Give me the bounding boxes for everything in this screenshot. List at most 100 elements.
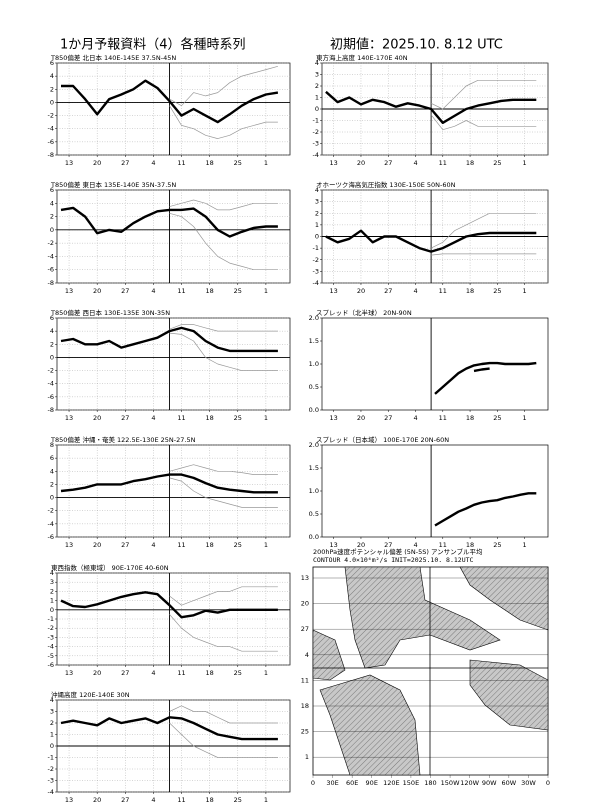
x-tick-label: 13 xyxy=(65,669,73,677)
map-y-label: 1 xyxy=(305,753,309,761)
x-tick-label: 18 xyxy=(206,541,214,549)
x-tick-label: 25 xyxy=(493,541,501,549)
y-tick-label: 0.0 xyxy=(309,406,319,414)
panel-title: スプレッド（日本域） 100E-170E 20N-60N xyxy=(316,435,449,444)
x-tick-label: 18 xyxy=(206,669,214,677)
x-tick-label: 20 xyxy=(93,541,101,549)
y-tick-label: -6 xyxy=(48,266,54,274)
x-tick-label: 13 xyxy=(330,287,338,295)
series-line xyxy=(60,716,278,741)
map-x-label: 60W xyxy=(501,779,516,787)
y-tick-label: 6 xyxy=(50,59,54,67)
x-tick-label: 27 xyxy=(384,541,392,549)
y-tick-label: 1 xyxy=(315,221,319,229)
map-title: 200hPa速度ポテンシャル偏差 (5N-5S) アンサンブル平均 xyxy=(313,547,483,556)
x-tick-label: 11 xyxy=(177,159,185,167)
series-line xyxy=(325,90,537,124)
y-tick-label: 2 xyxy=(50,587,54,595)
plot-frame xyxy=(321,444,549,538)
panel-title: 沖縄高度 120E-140E 30N xyxy=(51,690,130,699)
series-line xyxy=(169,212,278,271)
x-tick-label: 27 xyxy=(121,669,129,677)
y-tick-label: 0 xyxy=(50,98,54,106)
y-tick-label: 4 xyxy=(50,467,54,475)
y-tick-label: 3 xyxy=(50,578,54,586)
x-tick-label: 18 xyxy=(466,414,474,422)
plot-frame xyxy=(56,444,291,538)
x-tick-label: 13 xyxy=(330,414,338,422)
hovmoller xyxy=(312,566,549,778)
y-tick-label: -2 xyxy=(313,256,319,264)
x-tick-label: 18 xyxy=(466,541,474,549)
map-x-label: 180 xyxy=(424,779,436,787)
x-tick-label: 1 xyxy=(523,541,527,549)
y-tick-label: 0.5 xyxy=(309,383,319,391)
x-tick-label: 4 xyxy=(151,669,155,677)
series-line xyxy=(325,229,537,253)
x-tick-label: 1 xyxy=(264,414,268,422)
init-time: 初期値：2025.10. 8.12 UTC xyxy=(330,37,503,53)
x-tick-label: 18 xyxy=(206,287,214,295)
series-line xyxy=(169,324,278,332)
y-tick-label: -6 xyxy=(48,138,54,146)
x-tick-label: 1 xyxy=(264,159,268,167)
y-tick-label: 1.5 xyxy=(309,464,319,472)
map-y-label: 20 xyxy=(301,600,309,608)
y-tick-label: -4 xyxy=(48,788,54,796)
x-tick-label: 25 xyxy=(234,414,242,422)
y-tick-label: 0 xyxy=(50,606,54,614)
y-tick-label: 2 xyxy=(50,340,54,348)
x-tick-label: 25 xyxy=(234,669,242,677)
y-tick-label: -4 xyxy=(48,380,54,388)
x-tick-label: 4 xyxy=(151,159,155,167)
y-tick-label: -4 xyxy=(48,643,54,651)
y-tick-label: -2 xyxy=(48,239,54,247)
panel-title: オホーツク海高気圧指数 130E-150E 50N-60N xyxy=(316,180,456,189)
x-tick-label: 1 xyxy=(264,287,268,295)
series-line xyxy=(169,199,278,211)
y-tick-label: 1 xyxy=(50,731,54,739)
x-tick-label: 20 xyxy=(357,541,365,549)
x-tick-label: 1 xyxy=(264,669,268,677)
y-tick-label: -2 xyxy=(48,765,54,773)
x-tick-label: 25 xyxy=(493,159,501,167)
x-tick-label: 13 xyxy=(65,287,73,295)
series-line xyxy=(430,79,537,110)
y-tick-label: -1 xyxy=(313,244,319,252)
series-line xyxy=(434,361,537,395)
y-tick-label: -2 xyxy=(48,367,54,375)
map-x-label: 120E xyxy=(383,779,400,787)
x-tick-label: 25 xyxy=(234,287,242,295)
y-tick-label: -2 xyxy=(48,624,54,632)
y-tick-label: 4 xyxy=(315,59,319,67)
plot-frame xyxy=(56,62,291,156)
y-tick-label: 4 xyxy=(50,327,54,335)
y-tick-label: 0.0 xyxy=(309,533,319,541)
x-tick-label: 20 xyxy=(93,414,101,422)
x-tick-label: 25 xyxy=(234,541,242,549)
x-tick-label: 13 xyxy=(65,796,73,804)
x-tick-label: 13 xyxy=(65,159,73,167)
y-tick-label: 0 xyxy=(50,353,54,361)
x-tick-label: 13 xyxy=(65,541,73,549)
map-y-label: 18 xyxy=(301,702,309,710)
y-tick-label: 2 xyxy=(50,85,54,93)
y-tick-label: -5 xyxy=(48,652,54,660)
series-line xyxy=(431,253,537,256)
y-tick-label: 0 xyxy=(315,105,319,113)
y-tick-label: 4 xyxy=(50,199,54,207)
series-line xyxy=(169,332,278,371)
y-tick-label: 2.0 xyxy=(309,441,319,449)
plot-frame xyxy=(56,317,291,411)
map-x-label: 150E xyxy=(403,779,420,787)
x-tick-label: 4 xyxy=(413,159,417,167)
x-tick-label: 27 xyxy=(384,414,392,422)
y-tick-label: 4 xyxy=(315,186,319,194)
x-tick-label: 4 xyxy=(413,287,417,295)
x-tick-label: 1 xyxy=(523,287,527,295)
x-tick-label: 20 xyxy=(93,669,101,677)
map-subtitle: CONTOUR 4.0×10⁶m²/s INIT=2025.10. 8.12UT… xyxy=(313,556,474,564)
y-tick-label: -6 xyxy=(48,661,54,669)
x-tick-label: 27 xyxy=(384,159,392,167)
